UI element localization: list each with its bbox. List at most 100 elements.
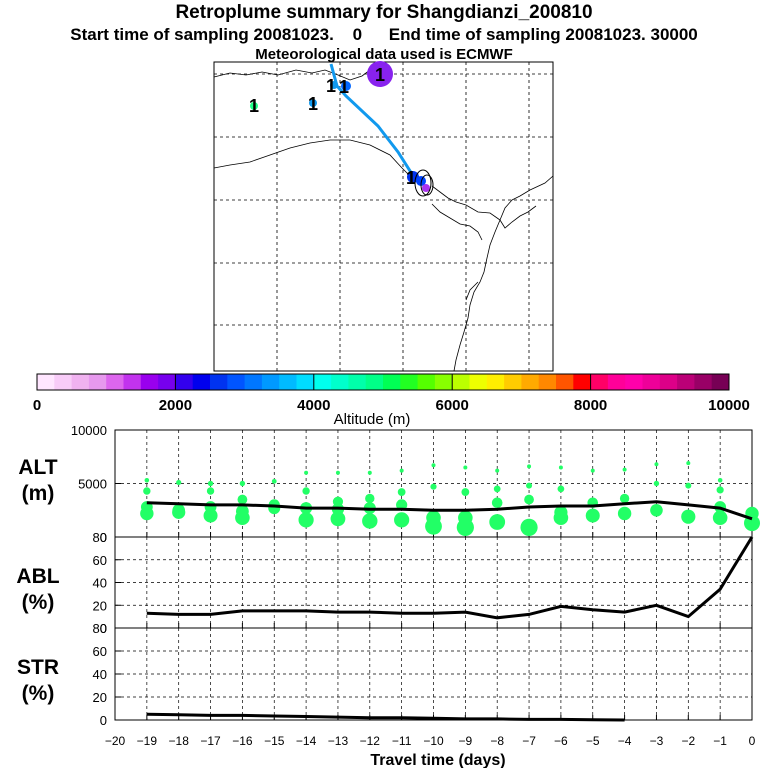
x-tick-label: −13 (328, 734, 349, 748)
alt-scatter-point (520, 518, 538, 536)
alt-scatter-point (176, 479, 182, 486)
x-tick-label: −6 (554, 734, 568, 748)
plume-point (367, 61, 393, 87)
colorbar-swatch (365, 374, 384, 390)
colorbar-swatch (400, 374, 419, 390)
x-tick-label: −14 (296, 734, 317, 748)
colorbar-swatch (417, 374, 436, 390)
map-marker: 1 (375, 65, 385, 85)
alt-scatter-point (143, 487, 151, 495)
plume-point (330, 81, 338, 89)
colorbar-swatch (227, 374, 246, 390)
map-panel: 1 1 1 1 1 1 (213, 61, 554, 372)
colorbar-swatch (158, 374, 176, 390)
colorbar-swatch (244, 374, 263, 390)
alt-scatter-point (685, 482, 692, 489)
y-tick-label: 60 (93, 644, 107, 659)
chart-title: Retroplume summary for Shangdianzi_20081… (175, 2, 593, 23)
time-series-panels: 10000 5000 0 ALT (m) 80 60 40 20 0 ABL (%) 80 60 40 20 0… (16, 423, 760, 748)
alt-scatter-point (493, 485, 501, 493)
colorbar-swatch (54, 374, 73, 390)
alt-scatter-point (397, 488, 406, 496)
colorbar-swatch (504, 374, 522, 390)
alt-scatter-point (456, 518, 474, 536)
alt-scatter-point (207, 480, 214, 487)
map-borders (213, 69, 554, 372)
colorbar-swatch (538, 374, 557, 390)
alt-scatter-point (425, 517, 442, 535)
colorbar-swatch (175, 374, 194, 390)
plume-point (309, 99, 317, 107)
alt-scatter-point (558, 465, 563, 470)
met-data-line: Meteorological data used is ECMWF (255, 46, 513, 63)
y-tick-label: 80 (93, 621, 107, 636)
map-marker: 1 (326, 76, 336, 96)
alt-scatter-point (717, 477, 723, 483)
alt-scatter-point (144, 477, 150, 483)
alt-scatter-point (653, 480, 660, 487)
colorbar-swatch (210, 374, 228, 390)
alt-scatter-point (617, 506, 632, 521)
colorbar-swatch (123, 374, 142, 390)
x-tick-label: −12 (360, 734, 381, 748)
alt-scatter-point (524, 494, 534, 505)
colorbar-swatch (521, 374, 540, 390)
panel-ylabel-unit: (m) (22, 482, 55, 505)
map-markers: 1 1 1 1 1 1 (249, 65, 416, 188)
panel-ylabel: STR (17, 656, 59, 679)
series-line-abl (146, 536, 754, 620)
y-tick-label: 0 (100, 713, 107, 728)
series-line-alt (146, 500, 753, 521)
colorbar-swatch (711, 374, 730, 390)
alt-scatter-point (268, 502, 281, 515)
y-tick-label: 5000 (78, 477, 107, 492)
alt-scatter-point (619, 493, 630, 504)
colorbar-tick-label: 10000 (708, 397, 750, 414)
panel-alt: 10000 5000 0 ALT (m) (18, 423, 760, 545)
x-tick-label: −15 (264, 734, 285, 748)
alt-scatter-point (526, 482, 533, 489)
alt-scatter-point (461, 488, 470, 496)
alt-scatter-point (235, 510, 250, 526)
x-tick-label: 0 (749, 734, 756, 748)
alt-scatter-point (367, 470, 372, 475)
alt-scatter-point (557, 485, 565, 493)
alt-scatter-point (463, 465, 468, 470)
colorbar-swatch (452, 374, 470, 390)
map-marker: 1 (339, 77, 349, 97)
series-line-str (146, 712, 625, 722)
alt-scatter-point (744, 515, 760, 532)
alt-scatter-point (298, 512, 314, 528)
alt-scatter-point (686, 461, 691, 466)
alt-scatter-point (622, 467, 627, 472)
x-tick-label: −10 (423, 734, 444, 748)
colorbar-swatch (296, 374, 315, 390)
colorbar-swatch (348, 374, 367, 390)
y-tick-label: 10000 (71, 423, 107, 438)
y-tick-label: 40 (93, 576, 107, 591)
alt-scatter-point (527, 464, 532, 469)
x-tick-label: −5 (586, 734, 600, 748)
colorbar-swatch (37, 374, 55, 390)
alt-scatter-point (495, 468, 500, 473)
colorbar-tick-label: 0 (33, 397, 41, 414)
alt-scatter-point (203, 508, 218, 523)
y-tick-label: 60 (93, 553, 107, 568)
colorbar-tick-label: 8000 (574, 397, 607, 414)
colorbar-swatch (383, 374, 401, 390)
y-tick-label: 0 (100, 621, 107, 636)
start-time-label: Start time of sampling 20081023. (70, 25, 334, 44)
x-tick-label: −1 (713, 734, 727, 748)
plume-contour (414, 169, 432, 197)
alt-scatter-point (237, 494, 248, 505)
alt-scatter-point (271, 478, 277, 484)
end-time-label: End time of sampling 20081023. 30000 (388, 25, 698, 44)
x-tick-label: −7 (522, 734, 536, 748)
plume-point (407, 171, 419, 183)
colorbar-swatch (590, 374, 609, 390)
panel-abl: 80 60 40 20 0 ABL (%) (16, 530, 754, 636)
x-tick-label: −2 (681, 734, 695, 748)
x-tick-label: −9 (459, 734, 473, 748)
plume-point (422, 184, 430, 192)
x-tick-label: −8 (490, 734, 504, 748)
